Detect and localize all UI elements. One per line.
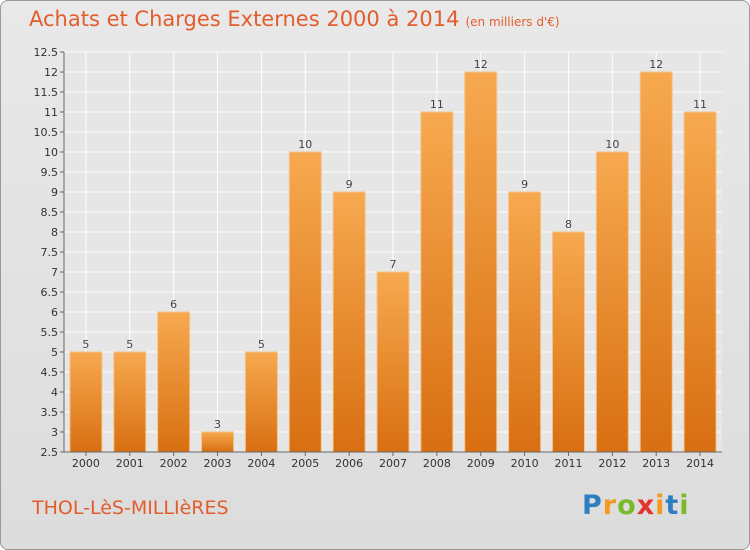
y-tick-label: 2.5 [41,446,59,459]
x-tick-label: 2010 [511,457,539,470]
y-tick-label: 3 [51,426,58,439]
y-tick-label: 6.5 [41,286,59,299]
chart-subtitle: (en milliers d'€) [465,15,560,29]
bar [464,71,498,453]
bar-value-label: 7 [390,258,397,271]
bar [288,151,322,453]
x-tick-label: 2012 [598,457,626,470]
bar [551,231,585,453]
x-tick-label: 2002 [160,457,188,470]
y-tick-label: 11.5 [34,86,59,99]
bar-value-label: 5 [258,338,265,351]
logo-letter: r [602,490,618,521]
x-tick-label: 2003 [204,457,232,470]
logo-letter: P [582,490,603,521]
x-tick-label: 2011 [554,457,582,470]
bar [376,271,410,453]
y-tick-label: 8 [51,226,58,239]
commune-name: THOL-LèS-MILLIèRES [32,497,229,519]
bar-value-label: 5 [82,338,89,351]
logo-letter: i [655,490,666,521]
bar-value-label: 5 [126,338,133,351]
logo-letter: x [636,490,656,521]
bar [683,111,717,453]
y-tick-label: 7.5 [41,246,59,259]
y-tick-label: 8.5 [41,206,59,219]
bar-value-label: 3 [214,418,221,431]
x-tick-label: 2006 [335,457,363,470]
y-tick-label: 9 [51,186,58,199]
y-tick-label: 4.5 [41,366,59,379]
bar-value-label: 9 [521,178,528,191]
bar-value-label: 12 [474,58,488,71]
logo-letter: t [665,490,680,521]
bar [69,351,103,453]
x-tick-label: 2009 [467,457,495,470]
bar-value-label: 11 [430,98,444,111]
bar-value-label: 8 [565,218,572,231]
bar-value-label: 6 [170,298,177,311]
bar [332,191,366,453]
bar [157,311,191,453]
x-tick-label: 2000 [72,457,100,470]
bar-value-label: 10 [605,138,619,151]
x-tick-label: 2007 [379,457,407,470]
y-tick-label: 4 [51,386,58,399]
y-tick-label: 5.5 [41,326,59,339]
x-tick-label: 2004 [247,457,275,470]
y-tick-label: 5 [51,346,58,359]
x-tick-label: 2014 [686,457,714,470]
x-tick-label: 2008 [423,457,451,470]
bar-value-label: 11 [693,98,707,111]
y-tick-label: 9.5 [41,166,59,179]
y-tick-label: 12 [44,66,58,79]
bar [201,431,235,453]
logo-letter: i [679,490,690,521]
x-tick-label: 2005 [291,457,319,470]
x-tick-label: 2001 [116,457,144,470]
bar [420,111,454,453]
bar [639,71,673,453]
bar-value-label: 12 [649,58,663,71]
bar [595,151,629,453]
y-tick-label: 10 [44,146,58,159]
bar [113,351,147,453]
logo-letter: o [617,490,637,521]
x-tick-label: 2013 [642,457,670,470]
y-tick-label: 7 [51,266,58,279]
y-tick-label: 11 [44,106,58,119]
y-tick-label: 3.5 [41,406,59,419]
bar-value-label: 9 [346,178,353,191]
y-tick-label: 10.5 [34,126,59,139]
y-tick-label: 12.5 [34,46,59,59]
bar [508,191,542,453]
proxiti-logo: Proxiti [582,490,690,521]
bar-value-label: 10 [298,138,312,151]
y-tick-label: 6 [51,306,58,319]
bar [244,351,278,453]
chart-title: Achats et Charges Externes 2000 à 2014 (e… [29,7,560,31]
